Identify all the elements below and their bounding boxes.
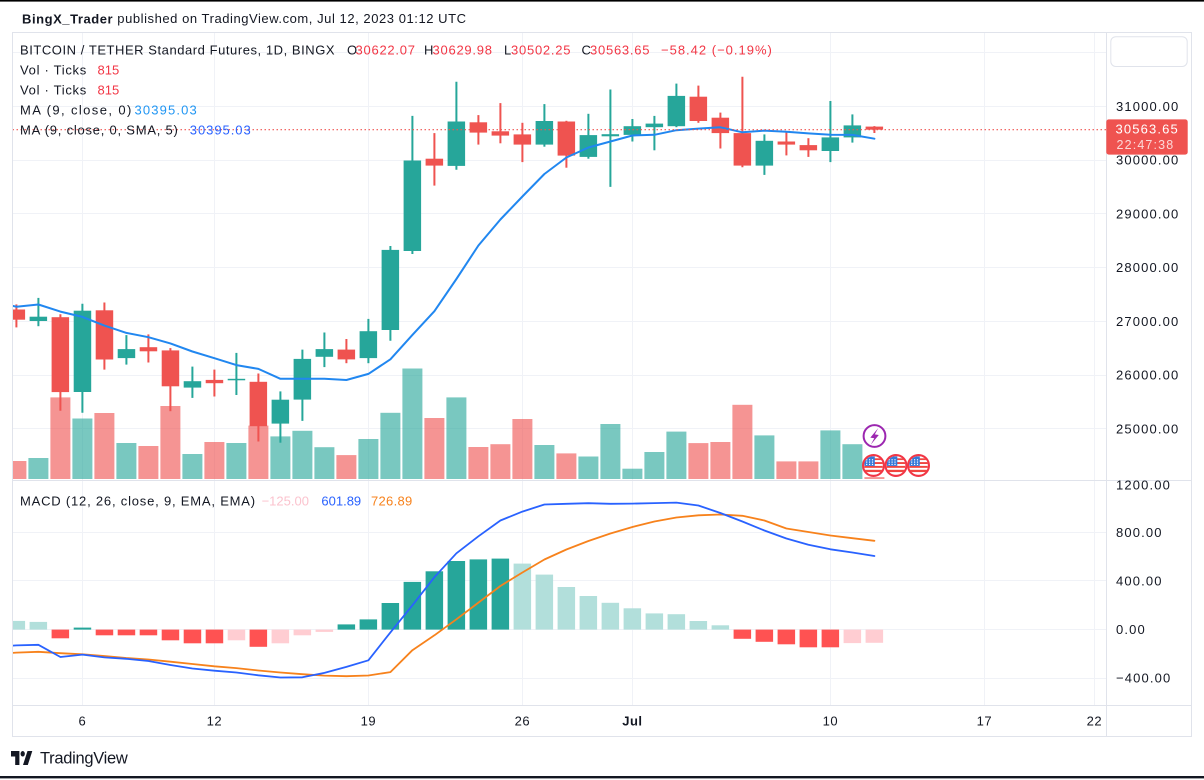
svg-text:17: 17: [977, 714, 992, 729]
svg-text:10: 10: [823, 714, 838, 729]
svg-text:BITCOIN / TETHER Standard Futu: BITCOIN / TETHER Standard Futures, 1D, B…: [20, 42, 773, 57]
svg-text:1200.00: 1200.00: [1116, 477, 1171, 492]
svg-text:0.00: 0.00: [1116, 622, 1146, 637]
svg-text:26000.00: 26000.00: [1116, 368, 1179, 383]
svg-text:27000.00: 27000.00: [1116, 314, 1179, 329]
svg-text:29000.00: 29000.00: [1116, 206, 1179, 221]
svg-text:26: 26: [515, 714, 530, 729]
svg-text:22:47:38: 22:47:38: [1117, 138, 1175, 152]
svg-text:Jul: Jul: [622, 714, 642, 729]
svg-text:MACD (12, 26, close, 9, EMA, E: MACD (12, 26, close, 9, EMA, EMA) −125.00…: [20, 493, 413, 508]
svg-text:MA (9, close, 0, SMA, 5)30395.: MA (9, close, 0, SMA, 5) 30395.03: [20, 122, 252, 137]
svg-text:−400.00: −400.00: [1116, 671, 1171, 686]
svg-text:30563.65: 30563.65: [1116, 122, 1179, 137]
svg-text:BingX_Trader published on Trad: BingX_Trader published on TradingView.co…: [22, 11, 467, 26]
svg-text:22: 22: [1087, 714, 1102, 729]
svg-text:400.00: 400.00: [1116, 573, 1163, 588]
svg-text:28000.00: 28000.00: [1116, 260, 1179, 275]
svg-text:6: 6: [79, 714, 87, 729]
svg-text:31000.00: 31000.00: [1116, 99, 1179, 114]
svg-text:12: 12: [207, 714, 222, 729]
svg-text:30000.00: 30000.00: [1116, 153, 1179, 168]
svg-text:MA (9, close, 0)30395.03: MA (9, close, 0) 30395.03: [20, 102, 198, 117]
svg-text:25000.00: 25000.00: [1116, 421, 1179, 436]
svg-text:TradingView: TradingView: [40, 750, 128, 768]
svg-text:19: 19: [361, 714, 376, 729]
svg-text:800.00: 800.00: [1116, 525, 1163, 540]
